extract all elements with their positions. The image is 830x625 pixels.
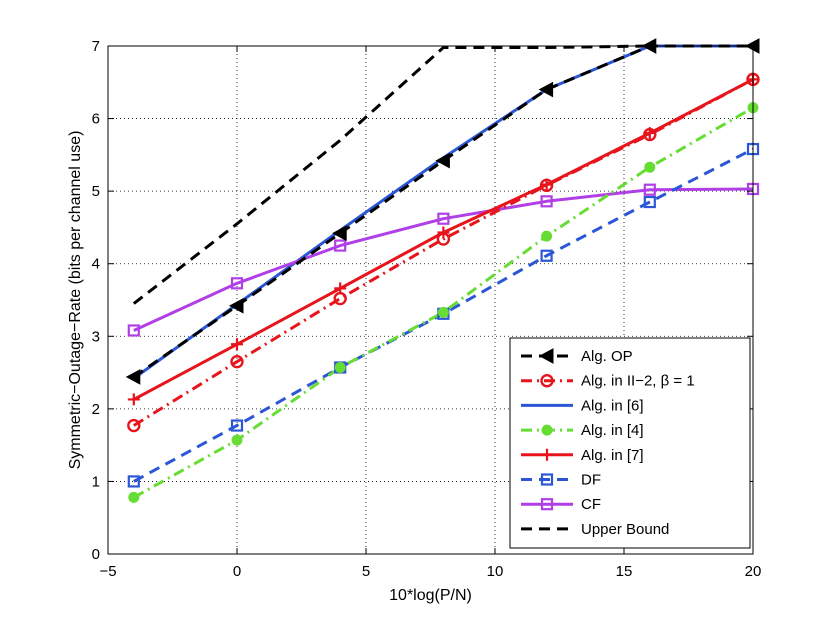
x-tick-label: 15 xyxy=(616,563,633,580)
data-point xyxy=(541,424,553,436)
x-tick-label: 5 xyxy=(362,563,370,580)
legend-label: Alg. in [4] xyxy=(581,422,644,439)
data-point xyxy=(127,393,140,406)
x-axis-label: 10*log(P/N) xyxy=(389,587,472,604)
data-point xyxy=(228,297,244,314)
data-point xyxy=(332,225,347,242)
data-point xyxy=(541,230,553,242)
data-point xyxy=(230,419,244,432)
data-point xyxy=(538,348,554,364)
data-point xyxy=(643,127,657,142)
legend-label: CF xyxy=(581,496,601,513)
data-point xyxy=(127,475,140,488)
legend-label: Alg. in II−2, β = 1 xyxy=(581,373,695,390)
x-tick-label: 20 xyxy=(745,563,762,580)
series-line xyxy=(132,44,753,305)
data-point xyxy=(437,306,449,318)
data-point xyxy=(128,491,140,503)
data-point xyxy=(435,152,450,169)
x-tick-label: 0 xyxy=(233,563,241,580)
data-point xyxy=(540,195,553,208)
data-point xyxy=(437,212,450,225)
data-point xyxy=(538,81,554,98)
data-point xyxy=(436,232,451,246)
x-tick-label: 10 xyxy=(487,563,504,580)
y-tick-label: 0 xyxy=(92,546,100,563)
data-point xyxy=(540,498,554,511)
data-point xyxy=(540,473,554,486)
data-point xyxy=(643,183,656,196)
data-point xyxy=(231,434,243,446)
y-tick-label: 1 xyxy=(92,473,100,490)
data-point xyxy=(540,374,554,388)
data-point xyxy=(644,161,656,173)
data-point xyxy=(643,195,656,209)
data-point xyxy=(541,448,553,461)
data-point xyxy=(333,291,347,306)
y-tick-label: 5 xyxy=(92,183,100,200)
data-point xyxy=(334,239,347,252)
y-axis-label: Symmetric−Outage−Rate (bits per channel … xyxy=(67,131,84,470)
x-tick-label: −5 xyxy=(99,563,116,580)
y-tick-label: 7 xyxy=(92,38,100,55)
series-line xyxy=(133,187,754,332)
data-point xyxy=(334,361,346,373)
data-point xyxy=(127,418,141,433)
y-tick-label: 3 xyxy=(92,328,100,345)
data-point xyxy=(230,277,244,290)
grid-lines xyxy=(108,46,753,554)
data-point xyxy=(539,178,554,193)
legend-label: Alg. in [7] xyxy=(581,447,644,464)
legend-label: DF xyxy=(581,472,601,489)
data-point xyxy=(125,369,141,385)
data-point xyxy=(127,324,140,337)
plot-frame xyxy=(107,45,754,555)
y-tick-label: 6 xyxy=(92,111,100,128)
legend: Alg. OP Alg. in II−2, β = 1 Alg. in [6] Alg… xyxy=(509,337,751,549)
y-tick-label: 2 xyxy=(92,401,100,418)
legend-label: Alg. OP xyxy=(581,348,633,365)
data-point xyxy=(540,249,553,262)
data-point xyxy=(231,338,243,351)
legend-label: Alg. in [6] xyxy=(581,397,644,414)
y-tick-label: 4 xyxy=(92,256,100,273)
legend-box xyxy=(509,337,751,549)
legend-label: Upper Bound xyxy=(581,521,669,538)
data-point xyxy=(230,354,244,369)
